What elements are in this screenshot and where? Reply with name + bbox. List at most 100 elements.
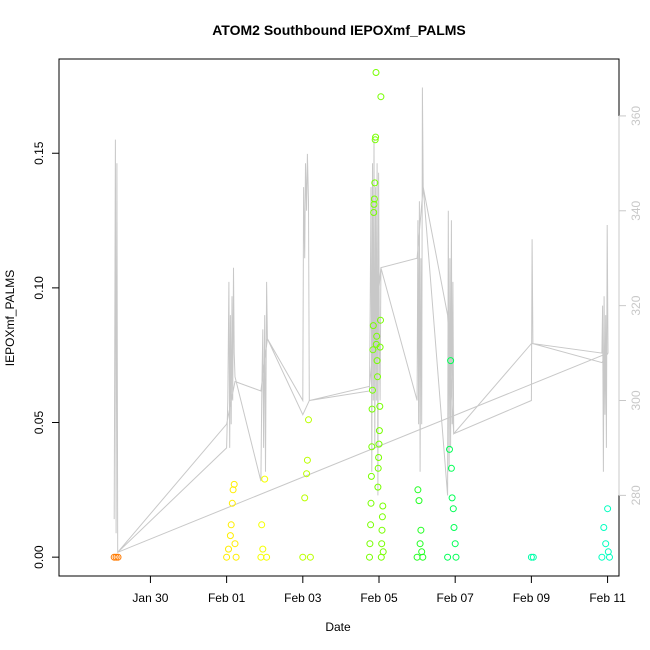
data-point <box>600 524 608 531</box>
data-point <box>303 456 311 464</box>
data-point <box>373 357 381 365</box>
data-point <box>369 346 377 354</box>
data-point <box>225 545 232 553</box>
data-point <box>112 553 120 561</box>
data-point <box>598 553 606 561</box>
data-point <box>377 93 385 101</box>
data-point <box>306 553 314 561</box>
y-tick-label: 0.10 <box>32 276 46 300</box>
x-tick-label: Feb 07 <box>437 591 475 605</box>
data-point <box>448 494 456 502</box>
data-point <box>604 505 612 513</box>
data-point <box>447 357 455 365</box>
data-point <box>602 540 610 548</box>
data-point <box>446 445 453 453</box>
data-point <box>371 179 379 187</box>
data-point <box>450 524 458 531</box>
data-point <box>371 136 379 144</box>
data-point <box>378 513 386 521</box>
x-axis-label: Date <box>325 620 351 634</box>
data-point <box>444 553 452 561</box>
data-point <box>372 69 380 76</box>
scatter-points-layer <box>110 69 613 561</box>
data-point <box>368 443 376 451</box>
chart-title: ATOM2 Southbound IEPOXmf_PALMS <box>212 22 466 38</box>
data-point <box>114 553 122 561</box>
data-point <box>370 209 378 216</box>
data-point <box>259 545 267 553</box>
data-point <box>370 195 378 203</box>
data-point <box>366 540 374 548</box>
data-point <box>226 532 234 540</box>
data-point <box>375 440 383 448</box>
data-point <box>413 553 421 561</box>
y2-tick-label: 360 <box>629 106 643 126</box>
y2-tick-label: 280 <box>629 485 643 505</box>
data-point <box>370 200 378 208</box>
x-axis: Jan 30 Feb 01 Feb 03 Feb 05 Feb 07 Feb 09 Feb … <box>132 575 626 605</box>
data-point <box>449 505 457 513</box>
data-point <box>415 497 423 505</box>
data-point <box>376 402 384 410</box>
data-point <box>369 386 376 394</box>
data-point <box>369 322 377 330</box>
data-point <box>232 553 240 561</box>
data-point <box>367 521 375 529</box>
data-point <box>372 133 380 141</box>
data-point <box>378 540 386 548</box>
data-point <box>376 343 384 351</box>
x-tick-label: Feb 09 <box>513 591 551 605</box>
data-point <box>230 480 238 488</box>
data-point <box>367 499 375 507</box>
data-point <box>378 526 386 534</box>
data-point <box>373 332 381 340</box>
data-point <box>379 548 387 556</box>
y-tick-label: 0.15 <box>32 141 46 165</box>
y2-tick-label: 300 <box>629 390 643 410</box>
data-point <box>257 553 265 561</box>
data-point <box>223 553 231 561</box>
x-tick-label: Feb 03 <box>284 591 322 605</box>
data-point <box>303 470 311 478</box>
data-point <box>368 405 376 413</box>
data-point <box>366 553 373 561</box>
data-point <box>419 553 427 561</box>
data-point <box>375 427 383 435</box>
data-point <box>377 316 384 324</box>
x-tick-label: Feb 11 <box>589 591 626 605</box>
secondary-series-layer <box>113 87 609 554</box>
data-point <box>231 540 239 548</box>
y2-axis: 280 300 320 340 360 <box>618 106 643 505</box>
x-tick-label: Jan 30 <box>132 591 168 605</box>
data-point <box>606 553 613 561</box>
data-point <box>375 454 383 461</box>
data-point <box>228 499 236 507</box>
y-tick-label: 0.05 <box>32 411 46 435</box>
data-point <box>416 540 424 548</box>
data-point <box>527 553 535 561</box>
y2-tick-label: 320 <box>629 295 643 315</box>
data-point <box>452 553 460 561</box>
plot-frame <box>58 58 620 577</box>
data-point <box>451 540 459 548</box>
data-point <box>374 373 381 381</box>
data-point <box>529 553 537 561</box>
data-point <box>417 526 425 534</box>
data-point <box>374 483 382 491</box>
x-tick-label: Feb 05 <box>360 591 398 605</box>
data-point <box>263 553 271 561</box>
data-point <box>414 486 422 494</box>
y-tick-label: 0.00 <box>32 545 46 569</box>
data-point <box>110 553 118 561</box>
y2-tick-label: 340 <box>629 200 643 220</box>
data-point <box>367 472 375 480</box>
data-point <box>379 502 387 510</box>
data-point <box>447 464 455 472</box>
x-tick-label: Feb 01 <box>208 591 246 605</box>
secondary-series-line <box>113 87 609 554</box>
data-point <box>305 416 312 424</box>
data-point <box>299 553 307 561</box>
data-point <box>227 521 235 529</box>
data-point <box>301 494 309 502</box>
y-axis: 0.00 0.05 0.10 0.15 <box>32 141 60 569</box>
